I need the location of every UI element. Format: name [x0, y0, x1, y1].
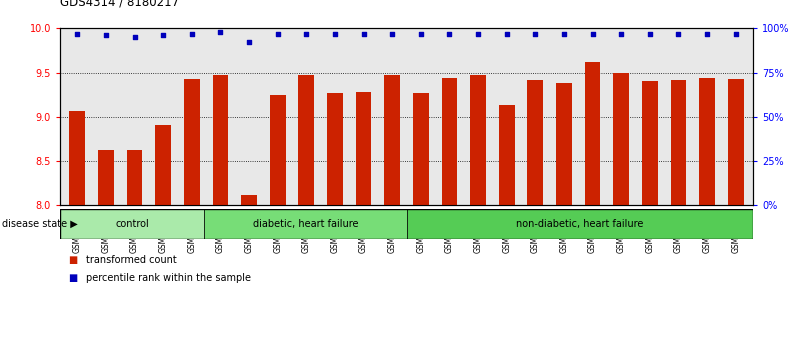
Bar: [670, 80, 686, 205]
Bar: [356, 92, 372, 205]
Point: [672, 31, 685, 36]
Bar: [127, 149, 143, 205]
Text: GDS4314 / 8180217: GDS4314 / 8180217: [60, 0, 179, 9]
Bar: [699, 78, 715, 205]
Bar: [184, 79, 199, 205]
Point: [157, 33, 170, 38]
Point: [272, 31, 284, 36]
Point: [643, 31, 656, 36]
Text: non-diabetic, heart failure: non-diabetic, heart failure: [516, 219, 643, 229]
Bar: [556, 83, 572, 205]
FancyBboxPatch shape: [406, 209, 753, 239]
Point: [443, 31, 456, 36]
Bar: [155, 125, 171, 205]
Point: [328, 31, 341, 36]
Point: [414, 31, 427, 36]
Point: [300, 31, 312, 36]
Text: diabetic, heart failure: diabetic, heart failure: [252, 219, 358, 229]
Text: control: control: [115, 219, 149, 229]
Point: [185, 31, 198, 36]
Bar: [270, 95, 285, 205]
Bar: [241, 195, 257, 205]
Point: [386, 31, 399, 36]
Point: [501, 31, 513, 36]
Point: [730, 31, 743, 36]
Text: percentile rank within the sample: percentile rank within the sample: [86, 273, 251, 283]
Bar: [728, 79, 743, 205]
Bar: [614, 73, 629, 205]
Bar: [413, 93, 429, 205]
Bar: [499, 105, 514, 205]
Point: [99, 33, 112, 38]
Point: [529, 31, 541, 36]
Text: transformed count: transformed count: [86, 255, 176, 265]
Point: [128, 34, 141, 40]
Bar: [384, 75, 400, 205]
Point: [472, 31, 485, 36]
Point: [557, 31, 570, 36]
Point: [701, 31, 714, 36]
Bar: [441, 78, 457, 205]
Point: [70, 31, 83, 36]
Bar: [528, 80, 543, 205]
Bar: [70, 110, 85, 205]
Point: [357, 31, 370, 36]
Bar: [299, 75, 314, 205]
Text: disease state ▶: disease state ▶: [2, 219, 78, 229]
Point: [586, 31, 599, 36]
Bar: [98, 150, 114, 205]
Text: ■: ■: [68, 255, 78, 265]
Bar: [642, 80, 658, 205]
Bar: [470, 75, 486, 205]
Bar: [327, 93, 343, 205]
Text: ■: ■: [68, 273, 78, 283]
Point: [243, 40, 256, 45]
FancyBboxPatch shape: [60, 209, 204, 239]
Bar: [585, 62, 601, 205]
Point: [615, 31, 628, 36]
Point: [214, 29, 227, 35]
FancyBboxPatch shape: [204, 209, 406, 239]
Bar: [212, 75, 228, 205]
